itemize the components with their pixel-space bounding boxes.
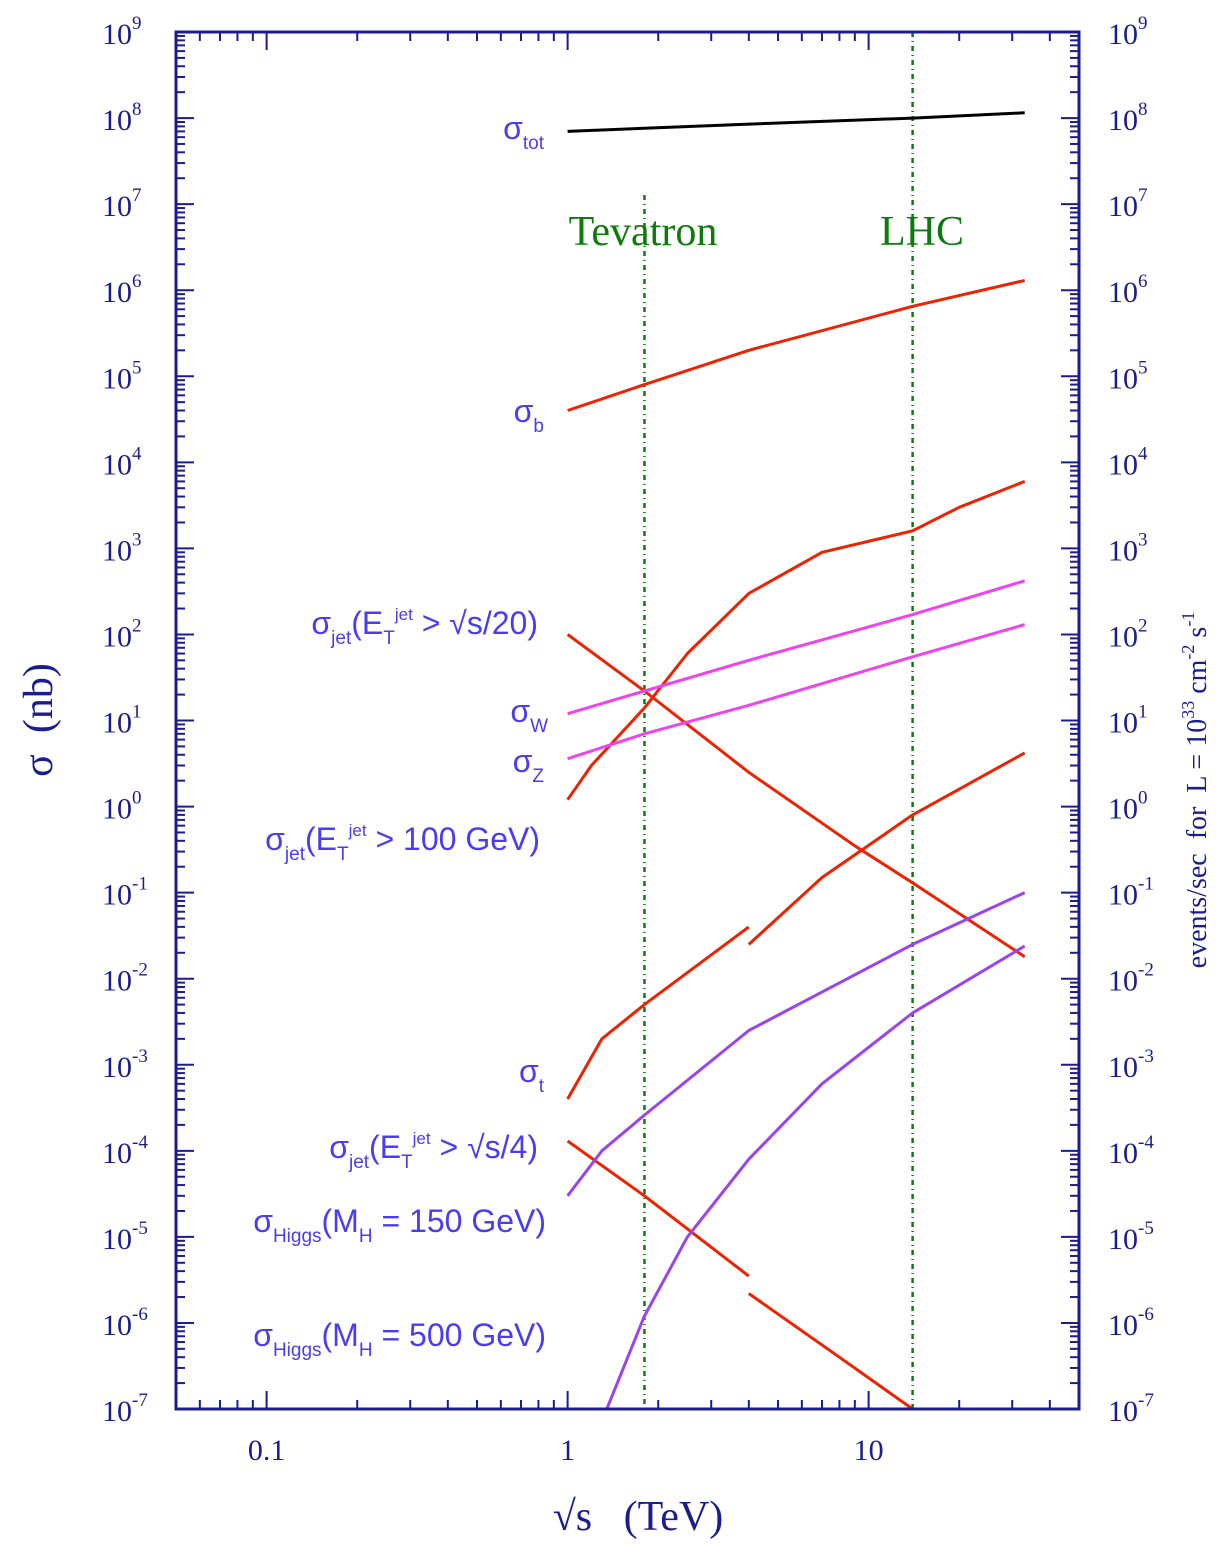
y-tick-label-left: 105 <box>102 357 142 395</box>
y-tick-label-right: 101 <box>1108 702 1148 740</box>
series-curve-8 <box>566 1139 750 1278</box>
series-curve-10 <box>605 944 1026 1409</box>
y-tick-label-left: 10-1 <box>102 874 148 912</box>
curve-label: σb <box>514 393 544 437</box>
y-tick-label-right: 10-2 <box>1108 960 1154 998</box>
series-curve-4 <box>566 633 1026 958</box>
series-curve-2 <box>567 278 1026 412</box>
y-tick-label-right: 105 <box>1108 357 1148 395</box>
curve-label: σHiggs(MH = 150 GeV) <box>253 1203 546 1247</box>
curve-label: σHiggs(MH = 500 GeV) <box>253 1317 546 1361</box>
x-tick-labels: 0.1 1 10 <box>248 1434 884 1467</box>
series-curve-1 <box>567 111 1025 133</box>
y-tick-label-right: 100 <box>1108 788 1148 826</box>
y-tick-label-left: 104 <box>102 443 142 481</box>
y-tick-labels-right: 109 108 107 106 105 104 103 102 101 100 10-1 10-2 10… <box>1108 13 1154 1428</box>
y-tick-label-left: 106 <box>102 271 142 309</box>
y-tick-label-right: 10-5 <box>1108 1218 1154 1256</box>
y-tick-label-right: 109 <box>1108 13 1148 51</box>
series-curve-8 <box>747 1292 914 1409</box>
y-tick-label-right: 10-4 <box>1108 1132 1154 1170</box>
y-tick-label-left: 101 <box>102 702 142 740</box>
y-tick-label-left: 10-7 <box>102 1390 148 1428</box>
y-tick-label-left: 100 <box>102 788 142 826</box>
y-tick-label-right: 10-3 <box>1108 1046 1154 1084</box>
y-tick-label-right: 102 <box>1108 615 1148 653</box>
y-tick-label-left: 10-4 <box>102 1132 148 1170</box>
curve-label: σjet(ETjet > 100 GeV) <box>265 821 540 865</box>
curve-label: σZ <box>513 743 545 787</box>
series-curve-7 <box>566 925 750 1100</box>
series-curve-7 <box>747 751 1026 946</box>
x-tick-label: 0.1 <box>248 1434 286 1467</box>
x-tick-label: 10 <box>854 1434 884 1467</box>
series-curve-9 <box>566 891 1026 1197</box>
y-tick-label-right: 106 <box>1108 271 1148 309</box>
y-tick-label-left: 10-2 <box>102 960 148 998</box>
y-axis-title: σ (nb) <box>16 663 62 777</box>
y-tick-label-left: 102 <box>102 615 142 653</box>
y-tick-label-right: 108 <box>1108 99 1148 137</box>
y-tick-label-left: 10-5 <box>102 1218 148 1256</box>
y-tick-label-left: 107 <box>102 185 142 223</box>
y-tick-label-left: 10-3 <box>102 1046 148 1084</box>
y-tick-label-right: 10-7 <box>1108 1390 1154 1428</box>
curve-label: σW <box>510 693 548 737</box>
series-curve-5 <box>567 579 1026 716</box>
y-tick-label-left: 108 <box>102 99 142 137</box>
y-tick-label-left: 103 <box>102 529 142 567</box>
y-tick-label-left: 109 <box>102 13 142 51</box>
y-tick-label-right: 107 <box>1108 185 1148 223</box>
curve-labels: σtot σb σjet(ETjet > √s/20) σW σZ σjet(ETjet … <box>253 110 548 1361</box>
x-tick-label: 1 <box>560 1434 575 1467</box>
collider-label: LHC <box>880 209 964 255</box>
y-tick-label-right: 10-6 <box>1108 1304 1154 1342</box>
collider-lines: Tevatron LHC <box>569 32 964 1409</box>
collider-label: Tevatron <box>569 209 718 255</box>
x-axis-title: √s (TeV) <box>553 1494 724 1540</box>
series-curve-6 <box>567 623 1026 761</box>
y-tick-label-right: 104 <box>1108 443 1148 481</box>
y-axis-title-right: events/sec for L = 1033 cm-2 s-1 <box>1178 612 1213 969</box>
y-tick-label-right: 10-1 <box>1108 874 1154 912</box>
plot-frame <box>174 30 1081 1411</box>
curve-label: σjet(ETjet > √s/4) <box>329 1129 538 1173</box>
curve-label: σjet(ETjet > √s/20) <box>311 605 538 649</box>
y-tick-label-right: 103 <box>1108 529 1148 567</box>
y-tick-labels-left: 109 108 107 106 105 104 103 102 101 100 10-1 10-2 10… <box>102 13 148 1428</box>
y-tick-label-left: 10-6 <box>102 1304 148 1342</box>
curve-label: σt <box>519 1053 545 1097</box>
series-curves <box>566 111 1026 1409</box>
curve-label: σtot <box>503 110 545 154</box>
